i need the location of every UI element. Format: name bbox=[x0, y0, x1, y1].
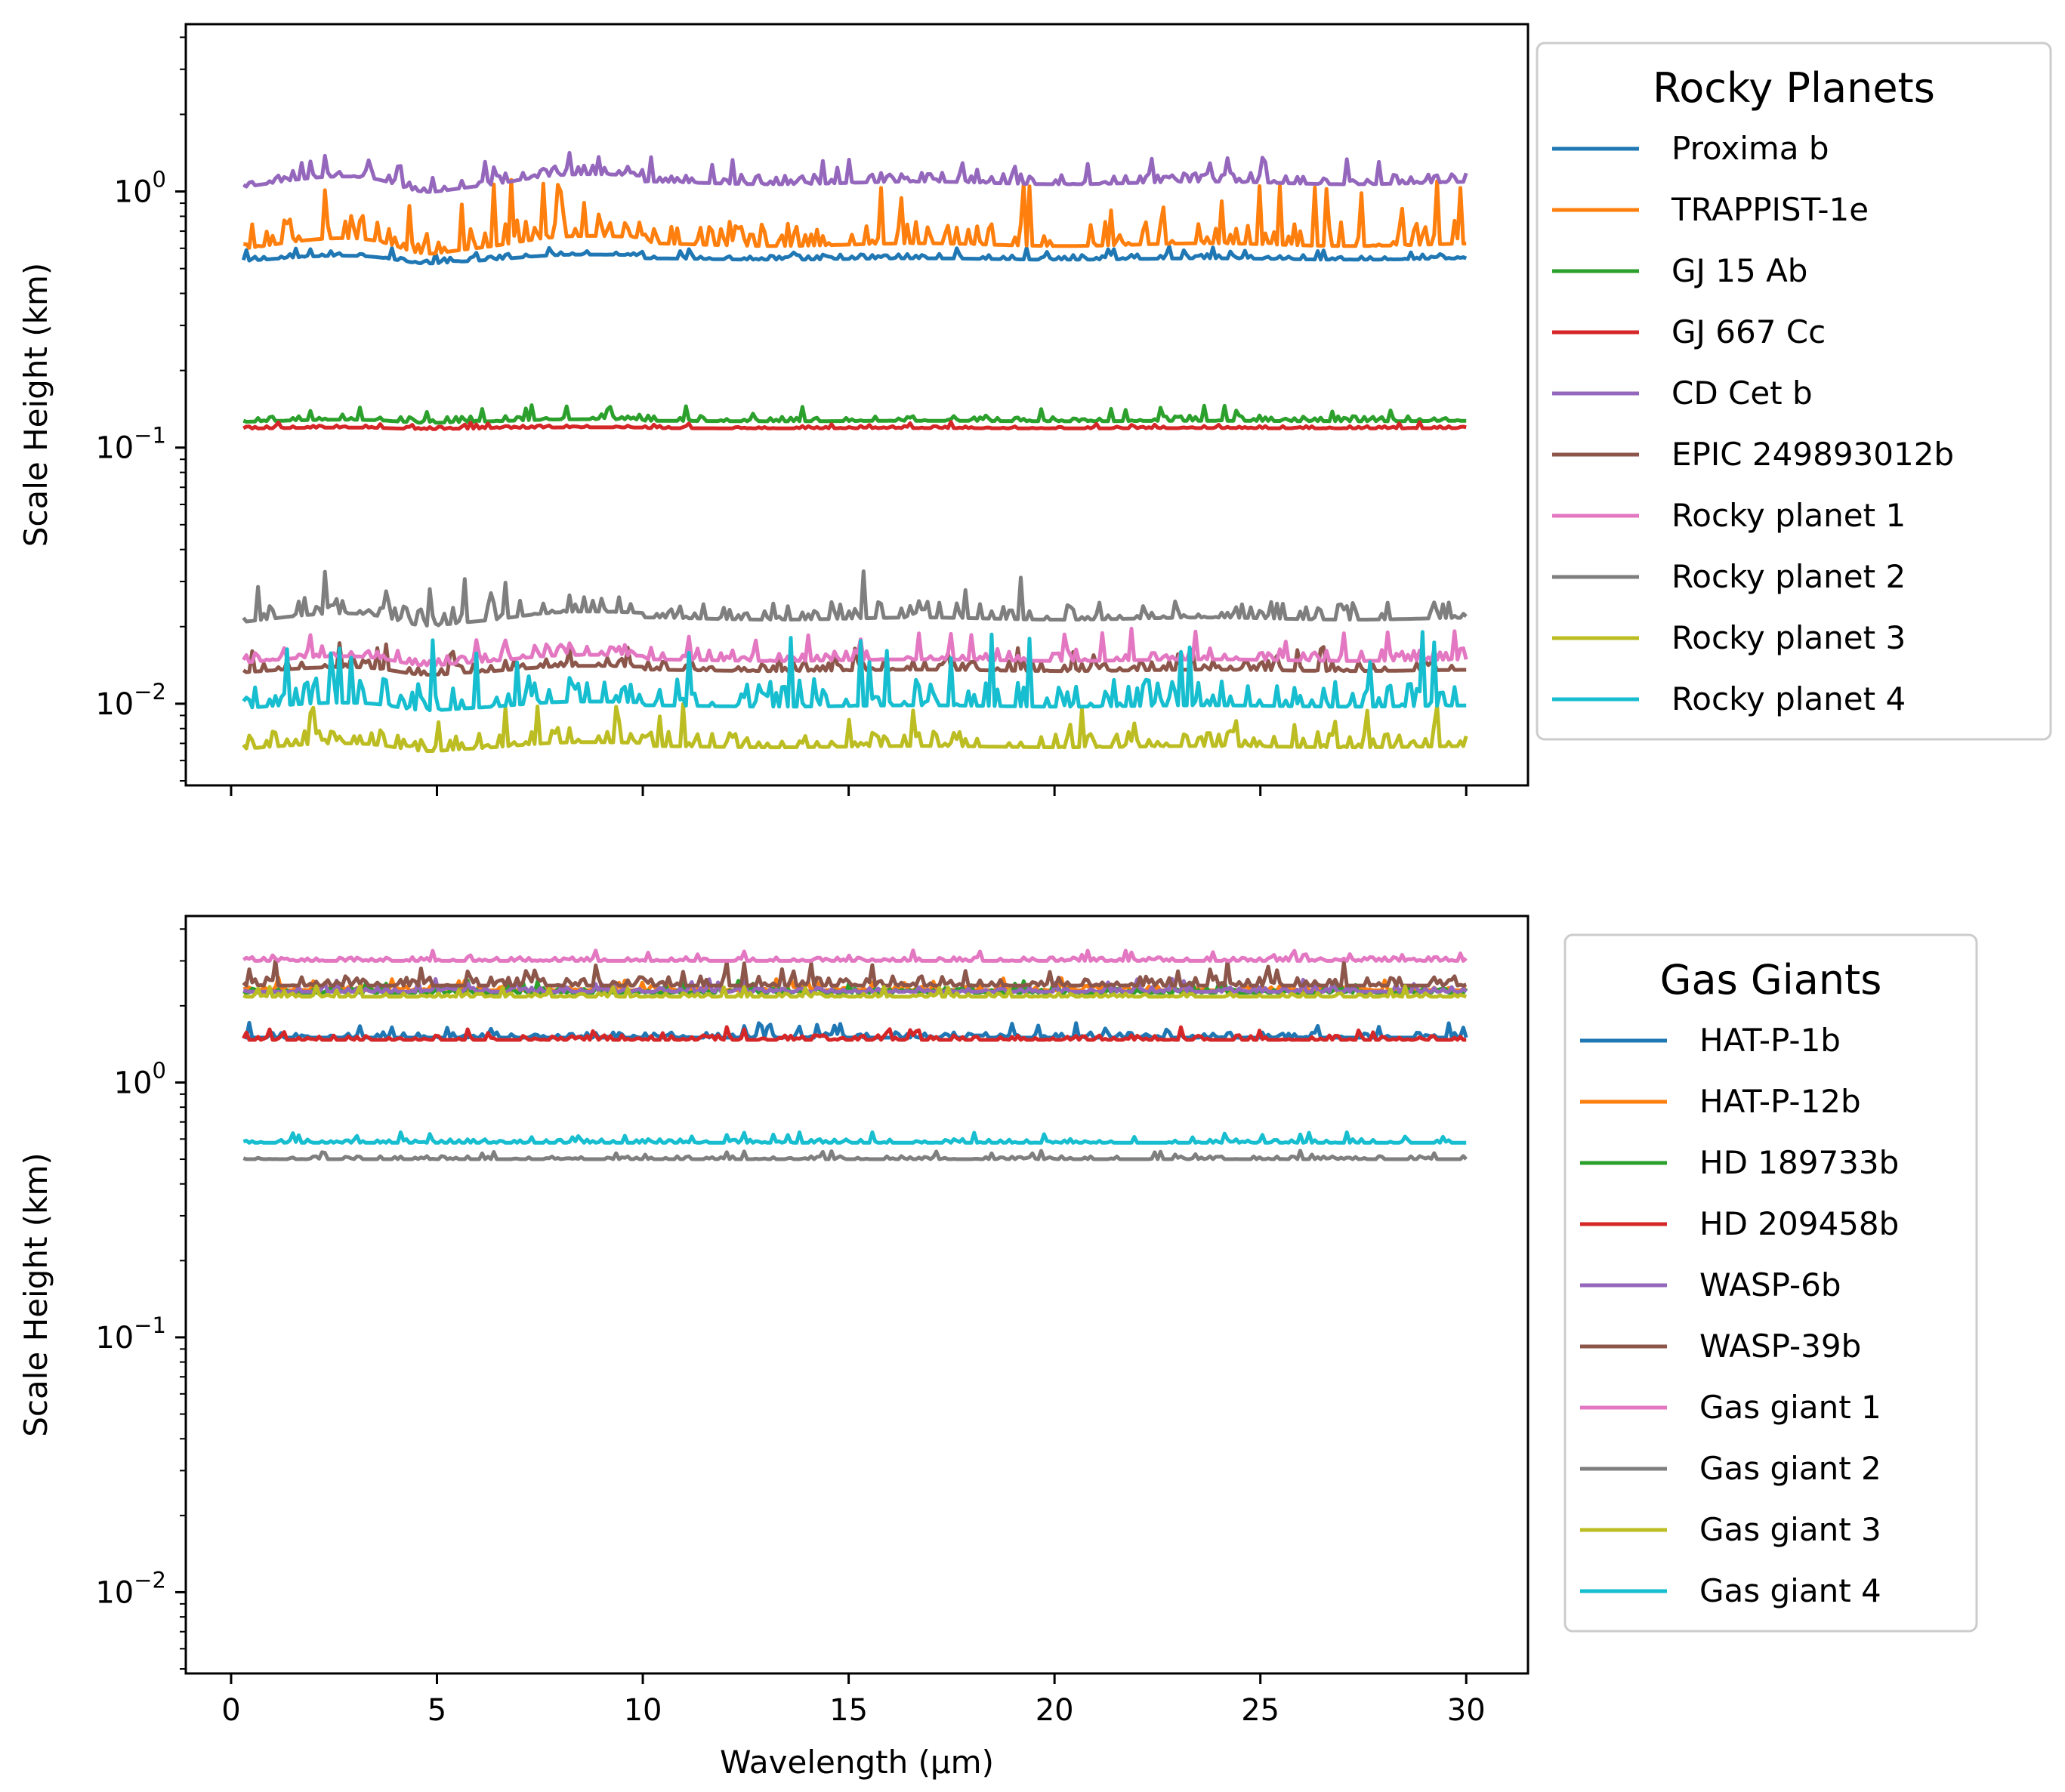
x-tick-label: 15 bbox=[829, 1693, 868, 1728]
legend-box bbox=[1563, 933, 1978, 1633]
series-line-wasp-39b bbox=[242, 958, 1468, 988]
legend-entry: HAT-P-12b bbox=[1699, 1083, 1861, 1120]
x-tick-label: 25 bbox=[1241, 1693, 1279, 1728]
y-tick-label: 10−1 bbox=[95, 1312, 166, 1356]
series-line-gas-giant-4 bbox=[242, 1130, 1467, 1145]
rocky-planets-panel: 100 10−1 10−2 Scale Height (km) Rocky Plan… bbox=[17, 23, 2052, 796]
legend-title: Gas Giants bbox=[1660, 956, 1882, 1004]
legend-entry: Gas giant 4 bbox=[1699, 1572, 1881, 1609]
legend-entry: Rocky planet 1 bbox=[1671, 497, 1906, 534]
legend-entry: HAT-P-1b bbox=[1699, 1022, 1841, 1059]
series-line-cd-cet-b bbox=[242, 150, 1468, 194]
x-tick-label: 20 bbox=[1036, 1693, 1074, 1728]
legend-entry: CD Cet b bbox=[1671, 375, 1813, 412]
gas-legend: Gas Giants HAT-P-1b HAT-P-12b HD 189733b HD … bbox=[1563, 933, 1978, 1633]
series-line-trappist-1e bbox=[243, 177, 1467, 256]
legend-entry: Rocky planet 2 bbox=[1671, 558, 1906, 595]
x-tick-label: 10 bbox=[624, 1693, 662, 1728]
series-line-hd-209458b bbox=[242, 1025, 1467, 1042]
series-line-gas-giant-3 bbox=[242, 984, 1468, 999]
legend-entry: HD 189733b bbox=[1699, 1144, 1899, 1181]
rocky-series-layer bbox=[241, 150, 1468, 753]
gas-giants-panel: 0 5 10 15 20 25 30 100 10−1 10−2 Scale Height (km… bbox=[17, 915, 1978, 1781]
legend-box bbox=[1536, 42, 2052, 741]
gas-y-axis-label: Scale Height (km) bbox=[17, 1152, 54, 1437]
rocky-plot-frame bbox=[184, 23, 1529, 787]
series-line-wasp-6b bbox=[242, 976, 1468, 994]
legend-entry: Rocky planet 4 bbox=[1671, 680, 1906, 717]
y-tick-label: 10−2 bbox=[95, 679, 166, 722]
series-line-gas-giant-1 bbox=[242, 948, 1468, 963]
series-line-rocky-planet-1 bbox=[242, 627, 1468, 668]
x-tick-label: 0 bbox=[221, 1693, 240, 1728]
series-line-rocky-planet-2 bbox=[242, 569, 1468, 628]
legend-entry: Rocky planet 3 bbox=[1671, 619, 1906, 656]
rocky-legend: Rocky Planets Proxima b TRAPPIST-1e GJ 15 A… bbox=[1536, 42, 2052, 741]
series-line-proxima-b bbox=[241, 244, 1468, 266]
legend-entry: Proxima b bbox=[1671, 130, 1829, 167]
y-tick-label: 10−2 bbox=[95, 1567, 166, 1610]
y-tick-label: 10−1 bbox=[95, 423, 166, 466]
gas-plot-frame bbox=[184, 915, 1529, 1675]
y-tick-label: 100 bbox=[114, 167, 166, 210]
legend-entry: GJ 15 Ab bbox=[1671, 252, 1807, 289]
x-tick-label: 30 bbox=[1447, 1693, 1486, 1728]
rocky-axes: 100 10−1 10−2 bbox=[95, 36, 1468, 796]
x-tick-label: 5 bbox=[428, 1693, 446, 1728]
legend-entry: Gas giant 2 bbox=[1699, 1450, 1881, 1487]
legend-entry: EPIC 249893012b bbox=[1671, 436, 1954, 473]
rocky-y-axis-label: Scale Height (km) bbox=[17, 263, 54, 547]
series-line-gj-667-cc bbox=[242, 420, 1467, 431]
legend-entry: TRAPPIST-1e bbox=[1671, 191, 1869, 228]
series-line-gj-15-ab bbox=[242, 403, 1467, 425]
gas-series-layer bbox=[242, 948, 1468, 1161]
y-tick-label: 100 bbox=[114, 1057, 166, 1100]
series-line-gas-giant-2 bbox=[242, 1149, 1468, 1161]
gas-axes: 0 5 10 15 20 25 30 100 10−1 10−2 bbox=[95, 928, 1486, 1728]
legend-title: Rocky Planets bbox=[1653, 64, 1935, 112]
series-line-rocky-planet-3 bbox=[242, 702, 1468, 753]
legend-entry: WASP-6b bbox=[1699, 1266, 1841, 1303]
series-line-rocky-planet-4 bbox=[242, 630, 1467, 713]
x-axis-label: Wavelength (μm) bbox=[720, 1744, 994, 1781]
legend-entry: Gas giant 1 bbox=[1699, 1389, 1881, 1426]
legend-entry: WASP-39b bbox=[1699, 1328, 1861, 1365]
legend-entry: GJ 667 Cc bbox=[1671, 313, 1826, 350]
legend-entry: HD 209458b bbox=[1699, 1205, 1899, 1242]
legend-entry: Gas giant 3 bbox=[1699, 1511, 1881, 1548]
